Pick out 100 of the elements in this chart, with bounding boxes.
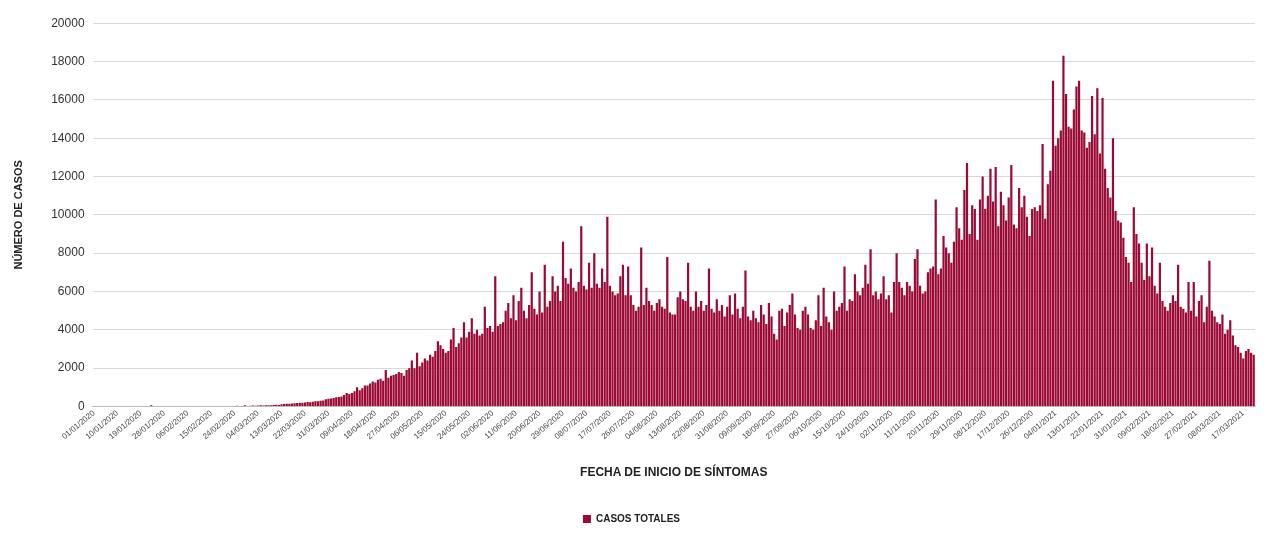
y-tick-label: 2000 (57, 360, 85, 375)
bar (1244, 350, 1247, 407)
bar (512, 295, 515, 407)
bar (848, 299, 851, 407)
bar (483, 306, 486, 407)
bar (356, 387, 359, 407)
y-tick-label: 16000 (51, 92, 85, 107)
bar (1010, 165, 1013, 407)
bar (1018, 188, 1021, 407)
bar (353, 391, 356, 407)
bar (421, 362, 424, 407)
bar (971, 205, 974, 407)
bar (640, 247, 643, 407)
bar (342, 395, 346, 407)
bar (363, 385, 367, 407)
bar (666, 257, 669, 407)
bar (499, 324, 502, 407)
bar (1247, 349, 1250, 407)
bar (1158, 262, 1161, 407)
bar (1229, 320, 1232, 407)
bar (838, 306, 841, 407)
bar (687, 262, 690, 407)
bar (926, 272, 930, 407)
bar (707, 268, 711, 407)
bar (759, 304, 763, 407)
bar (345, 393, 348, 407)
bar (436, 341, 440, 407)
bar (908, 285, 911, 407)
bar (658, 299, 661, 407)
bar (551, 276, 554, 407)
bar (895, 253, 898, 407)
bar (1192, 281, 1195, 407)
bar (587, 262, 591, 407)
bar (340, 396, 343, 407)
bar (801, 310, 804, 407)
bar (1023, 195, 1026, 407)
bar (405, 370, 408, 407)
bar (1177, 264, 1180, 407)
y-tick-label: 6000 (57, 283, 85, 298)
bar (1096, 88, 1099, 407)
bar (817, 295, 820, 407)
legend-label: CASOS TOTALES (595, 512, 681, 524)
bar (1150, 247, 1154, 407)
bar (423, 358, 426, 407)
bar (1051, 80, 1055, 407)
bar (929, 268, 932, 407)
bar (791, 293, 794, 407)
bar (462, 322, 466, 407)
bar (444, 352, 447, 407)
bar (507, 303, 510, 407)
bar (538, 291, 541, 407)
bar (728, 295, 731, 407)
y-tick-label: 14000 (51, 130, 85, 145)
bar (655, 303, 658, 407)
bar (853, 274, 857, 407)
y-tick-label: 8000 (57, 245, 85, 260)
bar (767, 303, 771, 407)
bar (934, 199, 937, 407)
bar (569, 268, 572, 407)
bar (999, 191, 1002, 407)
bar (671, 314, 674, 407)
bar (869, 249, 872, 407)
bar (778, 310, 781, 407)
bar (358, 390, 361, 407)
bar (452, 327, 455, 407)
bar (1145, 243, 1148, 407)
bar (475, 329, 479, 407)
bar (973, 209, 976, 407)
y-tick-label: 4000 (57, 322, 85, 337)
bar (494, 276, 497, 407)
bar (306, 402, 309, 407)
bar (348, 394, 351, 407)
bar (1236, 347, 1240, 407)
bar (439, 345, 442, 407)
bar (520, 287, 523, 407)
bar (955, 207, 958, 407)
bar (679, 291, 682, 407)
bar (744, 270, 747, 407)
x-axis-title: FECHA DE INICIO DE SÍNTOMAS (580, 464, 768, 480)
bar (752, 310, 755, 407)
bar (470, 318, 473, 407)
bar (442, 349, 445, 407)
bar (361, 388, 364, 407)
bar (543, 264, 546, 407)
bar (832, 291, 836, 407)
bar (822, 287, 825, 407)
bar (1171, 295, 1175, 407)
bar (1062, 55, 1065, 407)
bar (1041, 143, 1044, 407)
bar (694, 291, 698, 407)
bar (645, 287, 648, 407)
bar (1208, 260, 1211, 407)
bar (606, 216, 609, 407)
bar (780, 308, 784, 407)
bar (700, 301, 703, 407)
bar (864, 264, 867, 407)
bar (720, 304, 724, 407)
bar (350, 393, 354, 407)
bar (1083, 132, 1086, 407)
bar (715, 299, 718, 407)
